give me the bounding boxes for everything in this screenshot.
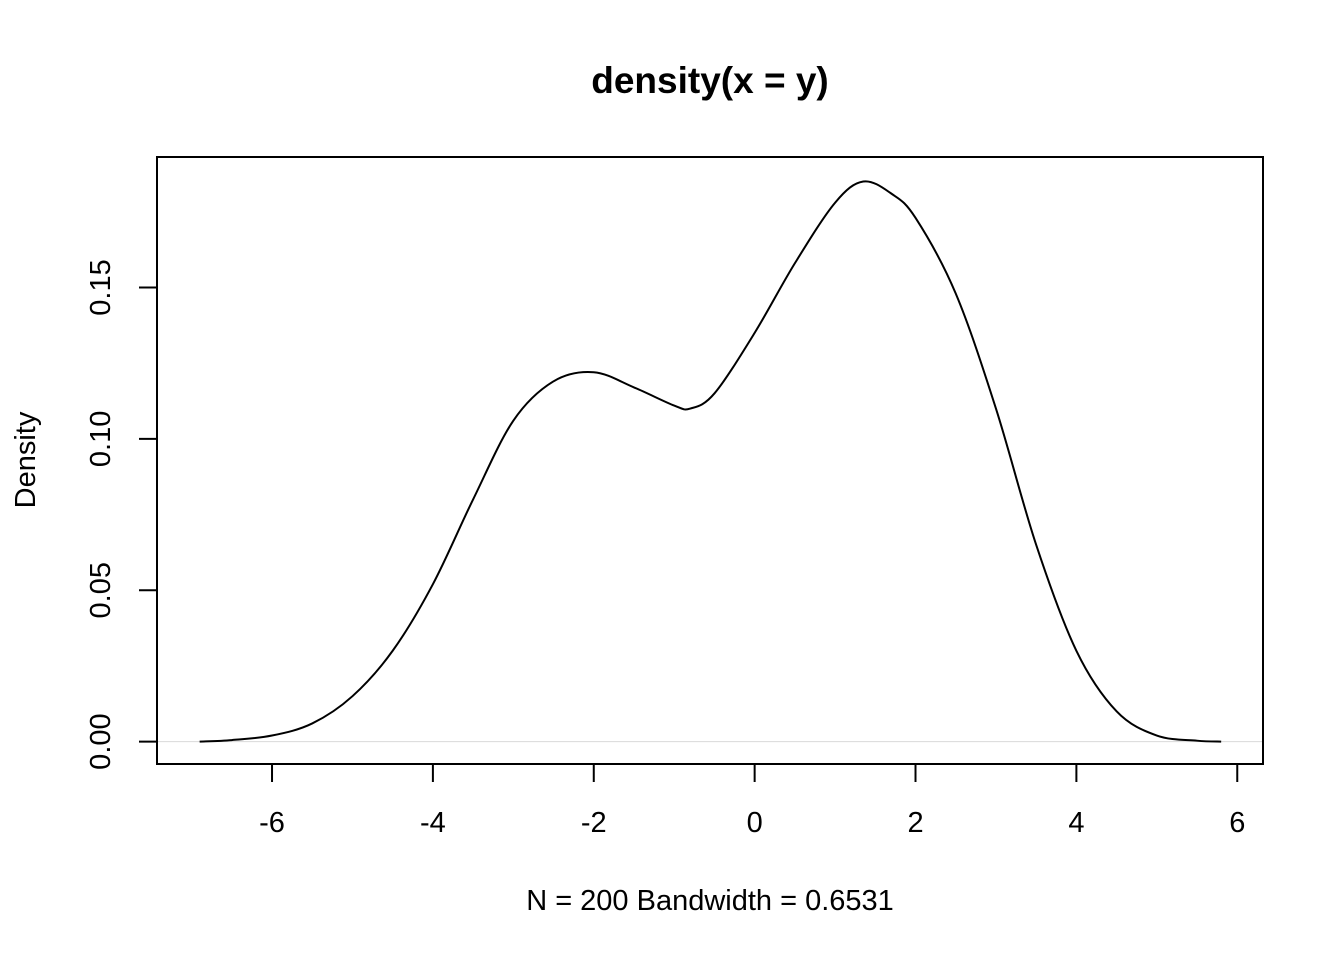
x-tick-label: -6 bbox=[259, 807, 285, 839]
x-tick-label: -4 bbox=[420, 807, 446, 839]
chart-title: density(x = y) bbox=[591, 60, 829, 101]
y-axis: 0.00 0.05 0.10 0.15 bbox=[85, 259, 158, 770]
x-tick-label: 4 bbox=[1068, 807, 1084, 839]
y-tick-label: 0.00 bbox=[85, 713, 117, 769]
x-axis-label: N = 200 Bandwidth = 0.6531 bbox=[526, 885, 894, 917]
x-tick-label: 0 bbox=[747, 807, 763, 839]
plot-frame bbox=[156, 156, 1264, 765]
x-tick-label: 2 bbox=[907, 807, 923, 839]
y-tick-label: 0.05 bbox=[85, 562, 117, 618]
y-tick-label: 0.10 bbox=[85, 411, 117, 467]
density-curve-0 bbox=[199, 180, 1222, 743]
x-tick-label: 6 bbox=[1229, 807, 1245, 839]
x-axis: -6 -4 -2 0 2 4 6 bbox=[259, 763, 1245, 839]
y-axis-label: Density bbox=[10, 411, 42, 508]
x-tick-label: -2 bbox=[581, 807, 607, 839]
series-layer bbox=[157, 180, 1263, 743]
y-tick-label: 0.15 bbox=[85, 259, 117, 315]
